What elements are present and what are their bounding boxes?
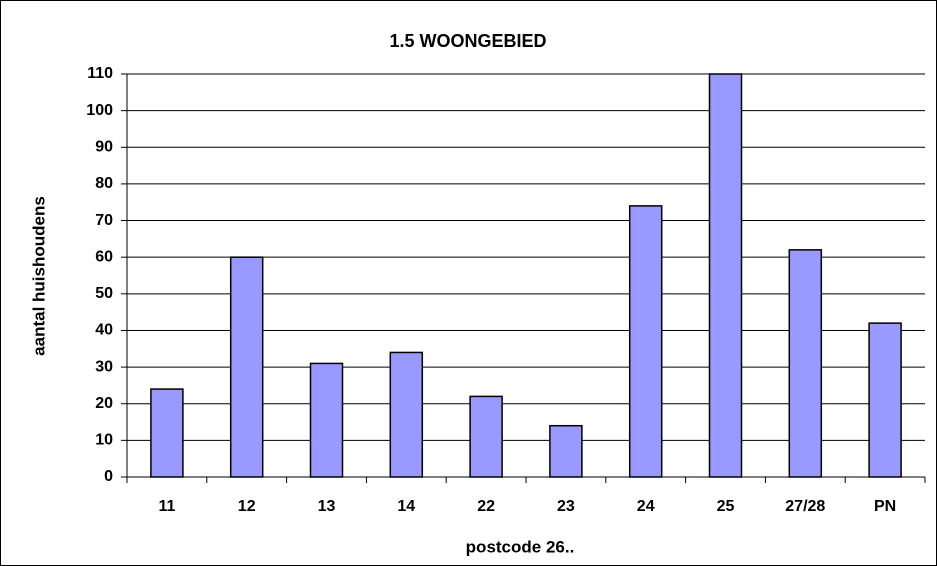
bar	[549, 424, 583, 478]
x-tick-label: 23	[557, 498, 575, 515]
y-tick-label: 60	[95, 248, 113, 265]
y-tick-label: 90	[95, 138, 113, 155]
y-axis-label: aantal huishoudens	[29, 196, 48, 356]
chart-title: 1.5 WOONGEBIED	[389, 31, 546, 51]
y-tick-label: 40	[95, 322, 113, 339]
bar	[708, 73, 743, 478]
y-tick-label: 10	[95, 432, 113, 449]
y-tick-label: 100	[86, 102, 113, 119]
y-tick-label: 30	[95, 358, 113, 375]
bar	[229, 256, 264, 478]
y-tick-label: 80	[95, 175, 113, 192]
x-tick-label: 22	[477, 498, 495, 515]
x-tick-label: 13	[318, 498, 336, 515]
y-tick-label: 110	[87, 65, 113, 82]
x-tick-label: 24	[637, 498, 655, 515]
y-tick-label: 20	[95, 395, 113, 412]
x-tick-label: 12	[238, 498, 256, 515]
y-tick-label: 50	[95, 285, 113, 302]
bar	[389, 351, 424, 478]
x-tick-label: 27/28	[785, 498, 825, 515]
bar	[469, 395, 503, 478]
bar	[868, 322, 902, 478]
x-tick-label: 14	[397, 498, 415, 515]
bar	[150, 388, 184, 478]
x-axis-label: postcode 26..	[466, 537, 575, 556]
y-tick-label: 70	[95, 212, 113, 229]
x-tick-label: PN	[874, 498, 896, 515]
x-tick-label: 11	[158, 498, 175, 515]
y-tick-label: 0	[104, 468, 113, 485]
bar	[309, 362, 344, 478]
bar	[628, 205, 663, 478]
x-tick-label: 25	[717, 498, 735, 515]
bar	[788, 249, 823, 478]
